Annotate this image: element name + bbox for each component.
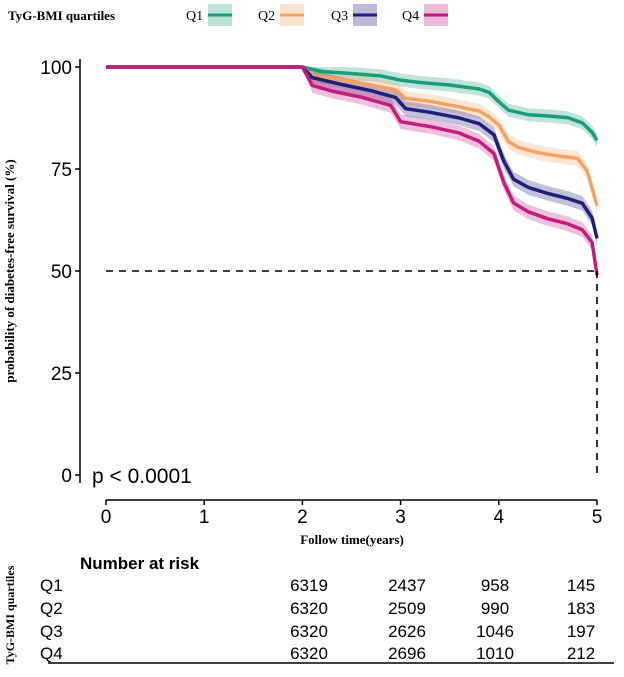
risk-row-label-q3: Q3 <box>40 622 63 641</box>
y-tick-label-100: 100 <box>40 58 72 79</box>
x-tick-label-4: 4 <box>494 507 505 528</box>
risk-cell: 990 <box>481 599 509 618</box>
legend-label-q3: Q3 <box>331 9 348 24</box>
risk-cell: 145 <box>567 576 595 595</box>
risk-cell: 6320 <box>290 599 328 618</box>
x-tick-label-0: 0 <box>101 507 112 528</box>
legend-label-q2: Q2 <box>258 9 275 24</box>
risk-cell: 183 <box>567 599 595 618</box>
y-tick-label-75: 75 <box>51 160 72 181</box>
axes: 0 25 50 75 100 0 1 2 3 4 5 <box>40 58 602 528</box>
risk-cell: 2696 <box>388 644 426 663</box>
risk-cell: 2509 <box>388 599 426 618</box>
survival-curve-q2 <box>106 65 599 207</box>
risk-row-label-q4: Q4 <box>40 644 63 663</box>
y-axis-label: probability of diabetes-free survival (%… <box>2 159 17 382</box>
survival-curve-q4 <box>106 65 599 276</box>
risk-cell: 197 <box>567 622 595 641</box>
ci-band-q2 <box>106 67 597 214</box>
legend-label-q4: Q4 <box>402 9 419 24</box>
x-tick-label-2: 2 <box>297 507 308 528</box>
risk-table: Number at risk TyG-BMI quartiles Q1 6319 2… <box>3 554 614 664</box>
risk-cell: 6320 <box>290 622 328 641</box>
risk-cell: 2437 <box>388 576 426 595</box>
risk-row-label-q2: Q2 <box>40 599 63 618</box>
risk-cell: 1046 <box>476 622 514 641</box>
risk-cell: 212 <box>567 644 595 663</box>
x-axis-label: Follow time(years) <box>300 532 404 547</box>
legend-label-q1: Q1 <box>186 9 203 24</box>
risk-table-title: Number at risk <box>80 554 200 573</box>
risk-row-label-q1: Q1 <box>40 576 63 595</box>
x-tick-label-1: 1 <box>199 507 210 528</box>
survival-curve-q1 <box>106 65 599 142</box>
y-tick-label-0: 0 <box>61 466 72 487</box>
risk-cell: 2626 <box>388 622 426 641</box>
x-tick-label-5: 5 <box>592 507 603 528</box>
y-tick-label-50: 50 <box>51 262 72 283</box>
risk-cell: 6320 <box>290 644 328 663</box>
risk-cell: 958 <box>481 576 509 595</box>
legend-title: TyG-BMI quartiles <box>8 8 115 23</box>
risk-table-row-axis-label: TyG-BMI quartiles <box>3 565 17 664</box>
p-value-annotation: p < 0.0001 <box>92 465 192 488</box>
survival-curve-q3 <box>106 65 599 239</box>
x-tick-label-3: 3 <box>395 507 406 528</box>
ci-band-q4 <box>106 67 597 283</box>
risk-cell: 1010 <box>476 644 514 663</box>
risk-cell: 6319 <box>290 576 328 595</box>
y-tick-label-25: 25 <box>51 364 72 385</box>
legend: TyG-BMI quartiles Q1 Q2 Q3 Q4 <box>8 4 448 26</box>
